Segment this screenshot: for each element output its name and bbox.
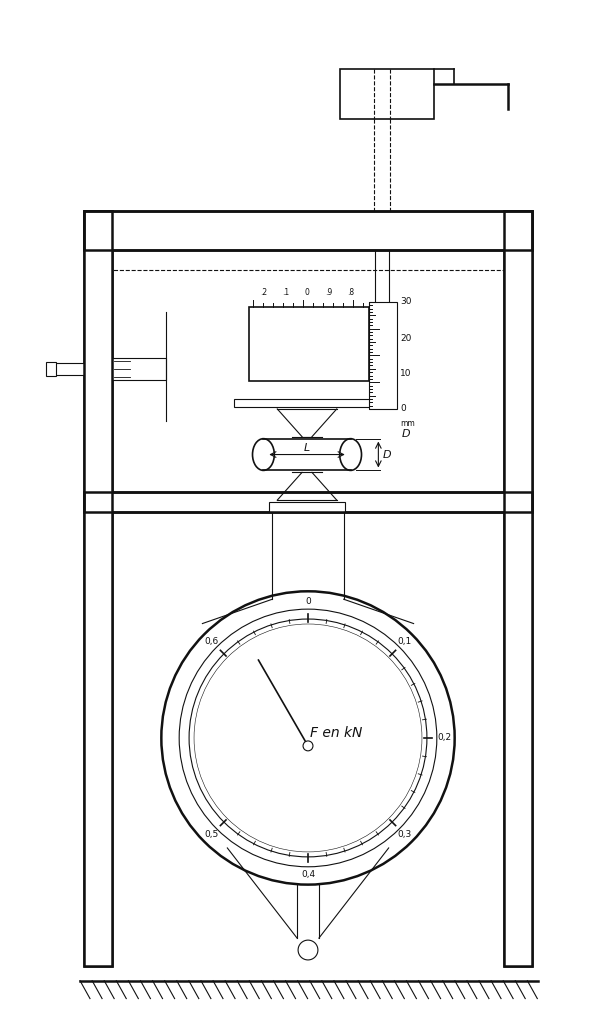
Text: 0,3: 0,3 [397,830,412,839]
Circle shape [189,619,427,857]
Ellipse shape [339,439,362,470]
Bar [84,492,532,512]
Bar [84,211,111,965]
Text: 20: 20 [400,334,411,343]
Bar [84,211,532,251]
Circle shape [179,609,437,867]
Bar [111,358,166,380]
Text: 0: 0 [305,597,311,606]
Circle shape [303,740,313,751]
Bar [269,502,345,512]
Bar [370,302,397,409]
Bar [248,307,370,381]
Text: D: D [402,428,411,439]
Text: 0,5: 0,5 [204,830,219,839]
Text: .1: .1 [282,288,289,297]
Text: 0,4: 0,4 [301,870,315,879]
Bar [505,211,532,965]
Text: 0,1: 0,1 [397,637,412,646]
Text: 0,6: 0,6 [204,637,219,646]
Text: 0: 0 [400,405,406,414]
Bar [84,492,532,512]
Text: 10: 10 [400,369,411,378]
Bar [84,211,532,251]
Text: F en kN: F en kN [310,726,362,740]
Bar [339,69,434,118]
Circle shape [194,624,422,852]
Bar [54,364,84,375]
Bar [84,211,111,965]
Bar [505,211,532,965]
Text: 0: 0 [304,288,309,297]
Bar [46,363,56,376]
Circle shape [161,592,455,884]
Text: .8: .8 [347,288,354,297]
Bar [233,400,384,407]
Text: D: D [383,450,391,459]
Circle shape [298,940,318,960]
Text: .2: .2 [260,288,267,297]
Text: 30: 30 [400,298,411,306]
Text: .9: .9 [325,288,333,297]
Text: mm: mm [400,419,415,428]
Text: L: L [304,443,310,453]
Text: 0,2: 0,2 [438,733,452,743]
Ellipse shape [253,439,274,470]
